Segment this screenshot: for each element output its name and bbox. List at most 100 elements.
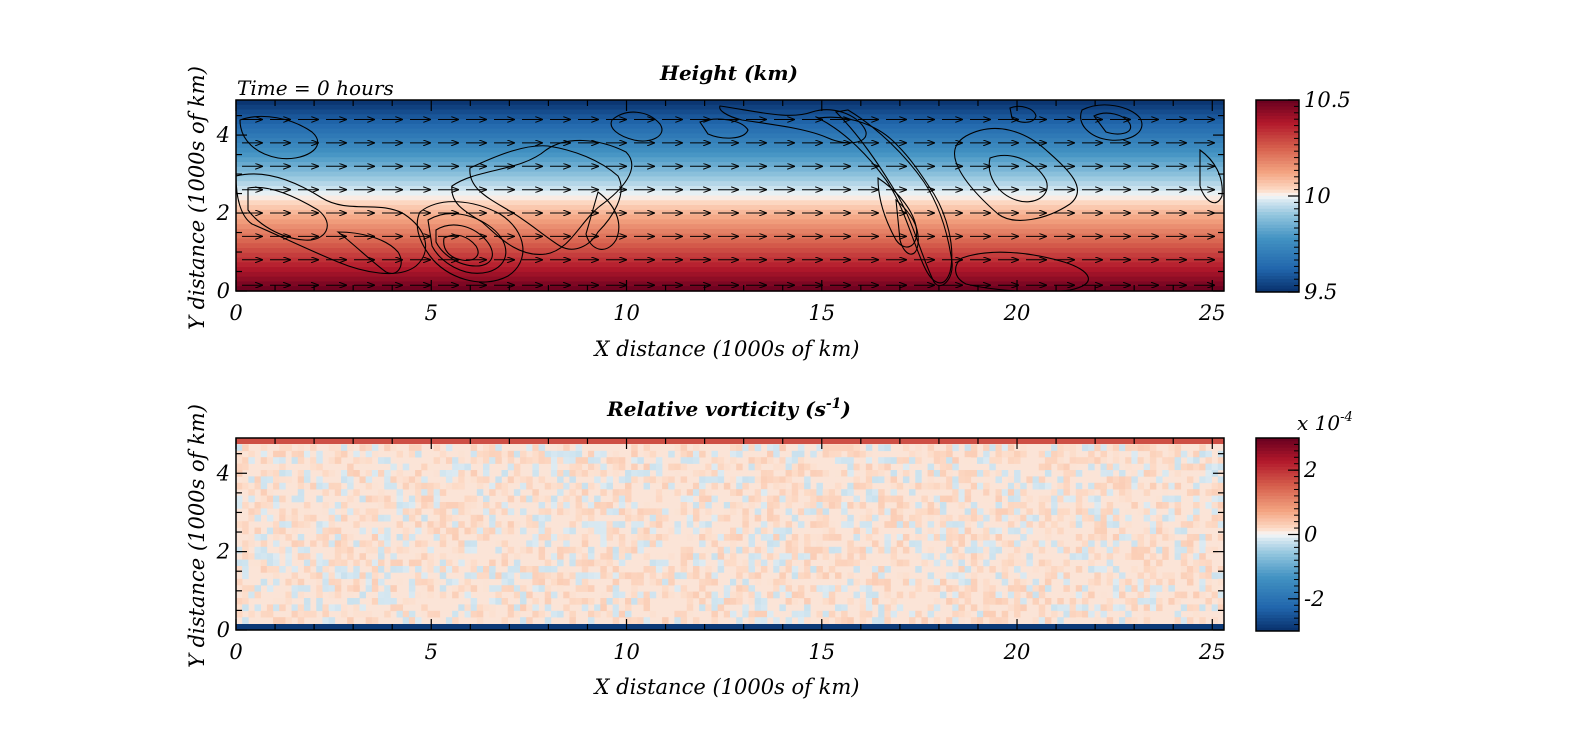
vorticity-cell: [316, 482, 323, 490]
vorticity-cell: [569, 482, 576, 490]
vorticity-cell: [1174, 617, 1182, 624]
vorticity-cell: [291, 521, 299, 528]
vorticity-cell: [1088, 450, 1095, 458]
vorticity-cell: [686, 450, 694, 458]
vorticity-cell: [760, 559, 768, 567]
vorticity-cell: [285, 598, 292, 605]
vorticity-cell: [995, 572, 1002, 580]
vorticity-cell: [649, 566, 657, 573]
vorticity-cell: [933, 559, 941, 567]
vorticity-cell: [779, 578, 786, 586]
vorticity-cell: [1174, 553, 1182, 560]
vorticity-cell: [872, 578, 879, 586]
vorticity-cell: [1063, 470, 1070, 477]
vorticity-cell: [643, 598, 651, 605]
vorticity-cell: [291, 610, 299, 618]
vorticity-cell: [1032, 585, 1040, 592]
vorticity-cell: [581, 598, 589, 605]
vorticity-cell: [705, 572, 712, 580]
vorticity-cell: [909, 450, 916, 458]
vorticity-cell: [279, 476, 286, 484]
vorticity-cell: [421, 514, 428, 522]
vorticity-cell: [285, 534, 292, 541]
vorticity-cell: [1149, 527, 1157, 535]
vorticity-cell: [501, 450, 508, 458]
vorticity-cell: [841, 502, 848, 509]
vorticity-cell: [1162, 457, 1169, 464]
vorticity-cell: [1131, 476, 1138, 484]
colorbar-band: [1256, 141, 1299, 146]
vorticity-cell: [594, 457, 601, 464]
vorticity-cell: [1075, 610, 1083, 618]
vorticity-cell: [933, 482, 941, 490]
vorticity-cell: [1032, 578, 1040, 586]
vorticity-cell: [760, 482, 768, 490]
vorticity-cell: [754, 617, 762, 624]
vorticity-cell: [797, 457, 805, 464]
vorticity-cell: [520, 495, 527, 503]
vorticity-cell: [1094, 604, 1101, 612]
vorticity-cell: [680, 457, 688, 464]
vorticity-cell: [550, 610, 558, 618]
vorticity-cell: [1205, 572, 1212, 580]
vorticity-cell: [970, 482, 978, 490]
vorticity-cell: [1063, 610, 1070, 618]
vorticity-cell: [1007, 585, 1015, 592]
vorticity-cell: [532, 489, 539, 496]
vorticity-cell: [1001, 444, 1009, 452]
vorticity-cell: [822, 495, 830, 503]
vorticity-cell: [1057, 457, 1064, 464]
height-ylabel: Y distance (1000s of km): [185, 66, 209, 330]
colorbar-band: [1256, 180, 1299, 184]
vorticity-cell: [754, 598, 762, 605]
vorticity-cell: [865, 508, 873, 516]
vorticity-cell: [767, 502, 774, 509]
vorticity-cell: [408, 617, 416, 624]
vorticity-cell: [686, 610, 694, 618]
vorticity-cell: [736, 617, 743, 624]
vorticity-cell: [378, 553, 385, 560]
height-xlabel: X distance (1000s of km): [593, 337, 860, 361]
vorticity-cell: [532, 534, 539, 541]
vorticity-cell: [334, 527, 342, 535]
vorticity-cell: [495, 482, 502, 490]
vorticity-cell: [1075, 566, 1083, 573]
vorticity-cell: [983, 610, 990, 618]
vorticity-cell: [1205, 534, 1212, 541]
vorticity-cell: [767, 534, 774, 541]
vorticity-cell: [1075, 591, 1083, 599]
vorticity-cell: [365, 572, 373, 580]
vorticity-cell: [785, 585, 793, 592]
vorticity-cell: [421, 476, 428, 484]
vorticity-cell: [587, 470, 595, 477]
vorticity-cell: [1174, 508, 1182, 516]
vorticity-cell: [550, 463, 558, 471]
vorticity-cell: [791, 553, 799, 560]
vorticity-cell: [1149, 457, 1157, 464]
vorticity-cell: [977, 553, 984, 560]
vorticity-cell: [322, 578, 329, 586]
vorticity-cell: [569, 610, 576, 618]
vorticity-cell: [526, 521, 533, 528]
height-band: [236, 123, 1224, 130]
vorticity-cell: [248, 610, 255, 618]
vorticity-cell: [581, 482, 589, 490]
vorticity-cell: [767, 591, 774, 599]
vorticity-cell: [1205, 521, 1212, 528]
vorticity-cell: [1044, 527, 1052, 535]
vorticity-cell: [958, 578, 965, 586]
vorticity-cell: [427, 546, 434, 554]
vorticity-cell: [773, 502, 780, 509]
vorticity-cell: [575, 578, 583, 586]
vorticity-cell: [279, 527, 286, 535]
vorticity-cell: [520, 572, 527, 580]
vorticity-cell: [637, 457, 644, 464]
colorbar-band: [1256, 592, 1299, 597]
vorticity-cell: [1069, 463, 1077, 471]
vorticity-cell: [594, 476, 601, 484]
vorticity-cell: [415, 521, 422, 528]
vorticity-cell: [970, 559, 978, 567]
vorticity-cell: [340, 540, 348, 548]
vorticity-cell: [779, 476, 786, 484]
